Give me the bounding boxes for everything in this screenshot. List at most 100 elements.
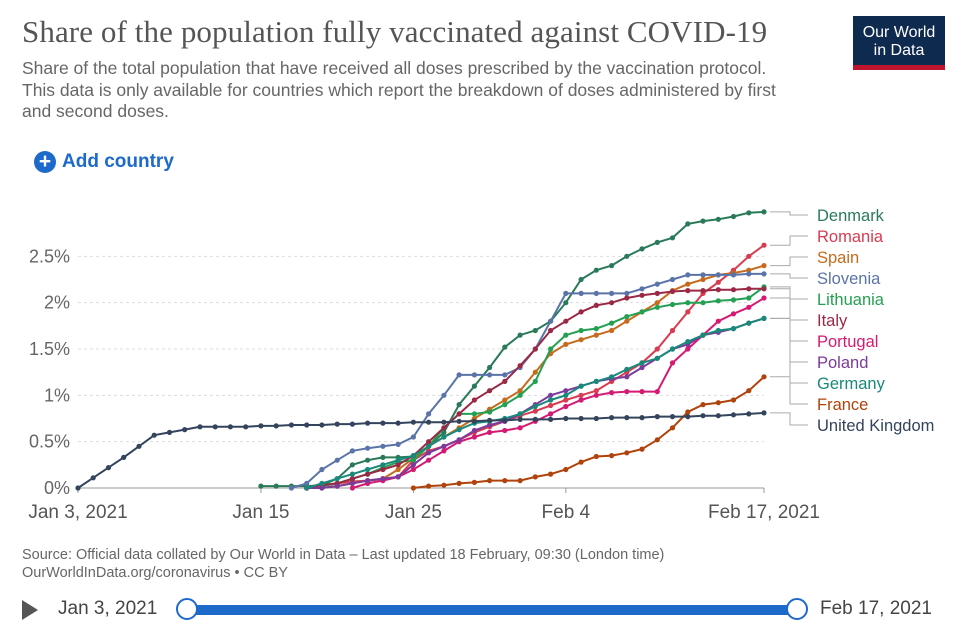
point-lithuania-27 xyxy=(730,297,737,303)
point-lithuania-23 xyxy=(669,301,676,308)
point-united-kingdom-23 xyxy=(426,419,432,425)
point-united-kingdom-8 xyxy=(197,424,203,430)
play-icon[interactable] xyxy=(22,600,38,620)
point-united-kingdom-11 xyxy=(243,424,249,430)
point-slovenia-7 xyxy=(395,441,401,447)
point-lithuania-25 xyxy=(700,300,706,306)
license-text[interactable]: OurWorldInData.org/coronavirus • CC BY xyxy=(22,565,288,581)
series-line-united-kingdom xyxy=(77,411,765,489)
point-united-kingdom-22 xyxy=(410,419,416,425)
point-romania-24 xyxy=(669,327,676,334)
legend-label-poland: Poland xyxy=(817,354,868,372)
point-germany-5 xyxy=(380,462,386,468)
x-tick-label-2: Jan 25 xyxy=(385,502,442,523)
point-italy-29 xyxy=(746,286,752,292)
point-denmark-0 xyxy=(258,483,264,489)
point-lithuania-6 xyxy=(410,457,416,463)
point-germany-2 xyxy=(334,476,340,482)
point-spain-19 xyxy=(593,332,599,338)
point-romania-25 xyxy=(685,309,691,315)
point-france-22 xyxy=(746,388,752,394)
y-tick-label-4: 2% xyxy=(44,293,70,313)
point-slovenia-1 xyxy=(304,480,310,486)
legend-label-france: France xyxy=(817,396,868,414)
point-lithuania-28 xyxy=(746,295,752,301)
point-spain-6 xyxy=(395,466,401,473)
point-poland-7 xyxy=(410,462,416,468)
point-denmark-18 xyxy=(532,327,538,334)
point-lithuania-16 xyxy=(563,332,569,338)
point-italy-27 xyxy=(715,287,721,293)
point-united-kingdom-4 xyxy=(136,443,142,449)
point-spain-23 xyxy=(654,300,660,306)
point-poland-12 xyxy=(487,422,493,428)
point-germany-20 xyxy=(609,374,615,380)
point-united-kingdom-16 xyxy=(319,422,325,428)
point-united-kingdom-0 xyxy=(75,485,81,491)
point-portugal-8 xyxy=(471,434,477,440)
point-lithuania-14 xyxy=(532,378,538,384)
point-united-kingdom-17 xyxy=(334,421,340,427)
point-germany-17 xyxy=(563,392,569,398)
legend-label-lithuania: Lithuania xyxy=(817,291,885,309)
point-portugal-17 xyxy=(609,390,615,396)
point-france-8 xyxy=(532,474,538,480)
legend-label-romania: Romania xyxy=(817,228,884,246)
point-spain-30 xyxy=(761,263,767,269)
point-lithuania-26 xyxy=(715,298,721,304)
point-lithuania-17 xyxy=(578,327,584,334)
source-text: Source: Official data collated by Our Wo… xyxy=(22,547,665,563)
x-tick-label-3: Feb 4 xyxy=(542,502,591,523)
point-germany-18 xyxy=(578,383,584,389)
point-germany-7 xyxy=(410,453,416,459)
point-romania-30 xyxy=(761,242,767,248)
legend-connector-denmark xyxy=(770,211,808,216)
point-slovenia-18 xyxy=(563,290,569,296)
point-portugal-16 xyxy=(593,392,599,398)
point-germany-4 xyxy=(365,466,371,473)
point-italy-19 xyxy=(593,302,599,308)
legend-connector-poland xyxy=(770,317,808,363)
point-germany-9 xyxy=(441,434,447,440)
point-slovenia-24 xyxy=(654,281,660,287)
point-poland-16 xyxy=(548,392,554,398)
point-portugal-13 xyxy=(548,411,554,417)
point-lithuania-11 xyxy=(487,409,493,415)
point-poland-17 xyxy=(563,388,569,394)
point-portugal-9 xyxy=(487,429,493,435)
point-italy-13 xyxy=(502,378,508,384)
point-france-6 xyxy=(502,478,508,484)
point-france-12 xyxy=(593,453,599,460)
timeline-track[interactable] xyxy=(186,605,797,615)
point-germany-0 xyxy=(304,485,310,491)
point-italy-26 xyxy=(700,288,706,294)
point-united-kingdom-3 xyxy=(121,454,127,460)
point-denmark-32 xyxy=(746,210,752,216)
point-denmark-23 xyxy=(609,263,615,269)
point-united-kingdom-33 xyxy=(578,415,584,422)
timeline-start-handle[interactable] xyxy=(176,598,198,620)
point-slovenia-22 xyxy=(624,290,630,296)
point-lithuania-22 xyxy=(654,304,660,310)
point-germany-29 xyxy=(746,320,752,326)
point-slovenia-10 xyxy=(441,392,447,398)
point-italy-28 xyxy=(730,287,737,293)
point-france-23 xyxy=(761,374,767,380)
legend-label-slovenia: Slovenia xyxy=(817,270,881,288)
point-slovenia-30 xyxy=(746,271,752,277)
point-italy-11 xyxy=(471,397,477,403)
point-spain-29 xyxy=(746,267,752,273)
add-country-button[interactable]: + Add country xyxy=(34,151,174,173)
point-slovenia-19 xyxy=(578,290,584,296)
point-denmark-30 xyxy=(715,216,721,222)
timeline-end-handle[interactable] xyxy=(786,598,808,620)
legend-label-denmark: Denmark xyxy=(817,207,885,225)
series-line-spain xyxy=(306,264,765,489)
point-romania-17 xyxy=(563,397,569,403)
point-united-kingdom-5 xyxy=(151,432,157,438)
point-united-kingdom-20 xyxy=(380,420,386,426)
point-portugal-15 xyxy=(578,397,584,403)
owid-logo[interactable]: Our World in Data xyxy=(853,16,945,70)
legend-connector-romania xyxy=(770,235,808,246)
point-italy-8 xyxy=(426,439,432,445)
